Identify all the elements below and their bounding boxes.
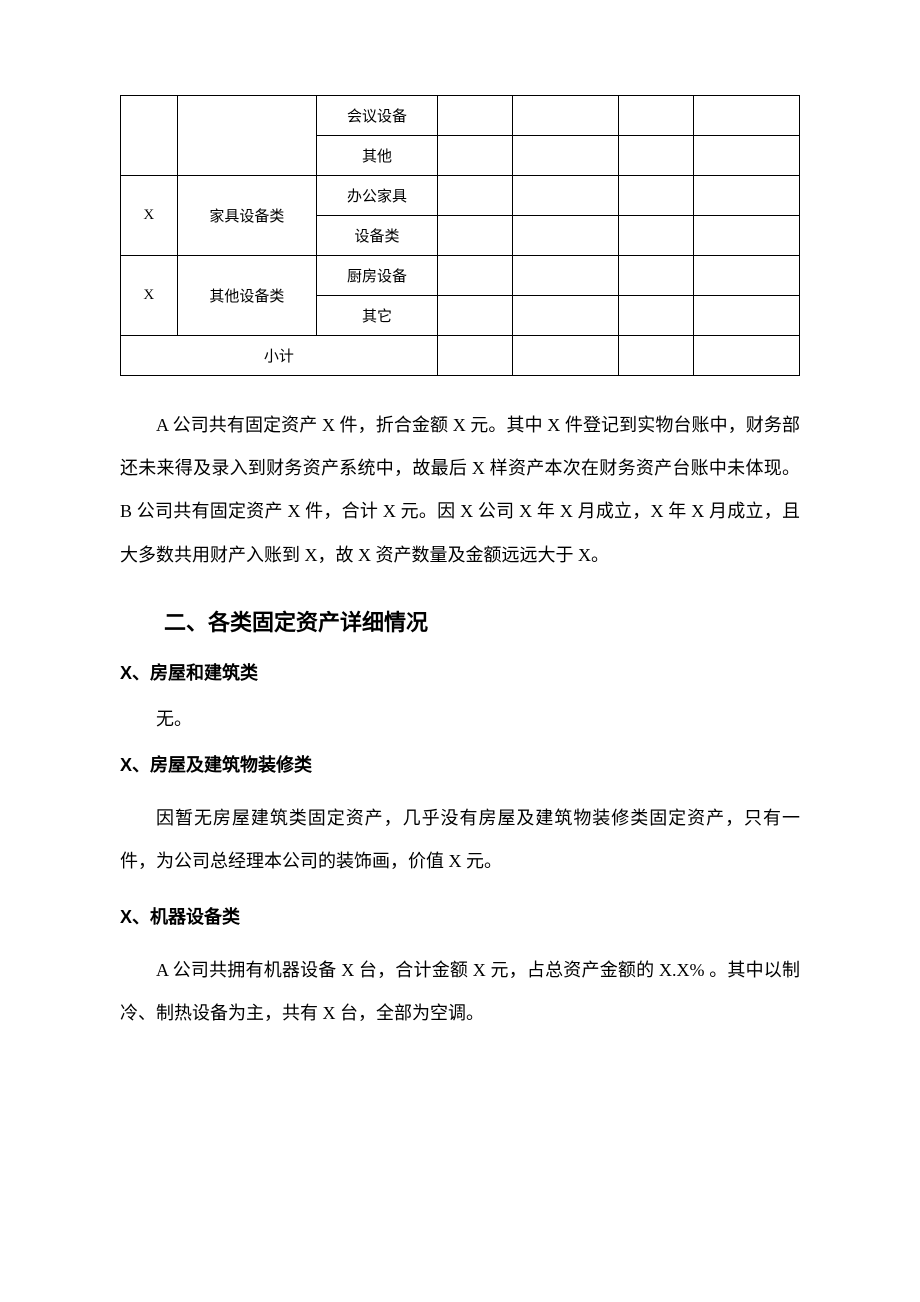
cell-data [694, 176, 800, 216]
subheading-3: X、机器设备类 [120, 903, 800, 929]
paragraph-1: A 公司共有固定资产 X 件，折合金额 X 元。其中 X 件登记到实物台账中，财… [120, 404, 800, 577]
cell-data [618, 216, 693, 256]
heading-section-2: 二、各类固定资产详细情况 [120, 605, 800, 637]
asset-table: 会议设备 其他 X 家具设备类 办公家具 设备类 X 其他设备类 厨房设备 [120, 95, 800, 376]
subheading-2: X、房屋及建筑物装修类 [120, 751, 800, 777]
subheading-1: X、房屋和建筑类 [120, 659, 800, 685]
cell-category: 家具设备类 [177, 176, 317, 256]
paragraph-section-1: 无。 [120, 705, 800, 731]
cell-data [694, 216, 800, 256]
cell-data [437, 296, 512, 336]
cell-data [513, 336, 619, 376]
table-subtotal-row: 小计 [121, 336, 800, 376]
cell-data [694, 296, 800, 336]
cell-data [513, 296, 619, 336]
cell-subtotal: 小计 [121, 336, 438, 376]
cell-data [513, 216, 619, 256]
cell-subcategory: 设备类 [317, 216, 438, 256]
cell-subcategory: 会议设备 [317, 96, 438, 136]
cell-data [513, 136, 619, 176]
cell-data [513, 176, 619, 216]
cell-data [437, 176, 512, 216]
cell-data [694, 96, 800, 136]
cell-data [694, 256, 800, 296]
cell-category [177, 96, 317, 176]
cell-index: X [121, 176, 178, 256]
cell-subcategory: 其他 [317, 136, 438, 176]
cell-index [121, 96, 178, 176]
cell-data [618, 336, 693, 376]
cell-data [513, 256, 619, 296]
cell-data [437, 96, 512, 136]
cell-data [618, 136, 693, 176]
cell-data [437, 336, 512, 376]
cell-data [618, 176, 693, 216]
table-row: X 其他设备类 厨房设备 [121, 256, 800, 296]
cell-data [694, 336, 800, 376]
cell-subcategory: 其它 [317, 296, 438, 336]
cell-subcategory: 厨房设备 [317, 256, 438, 296]
cell-data [513, 96, 619, 136]
cell-subcategory: 办公家具 [317, 176, 438, 216]
cell-data [437, 136, 512, 176]
table-row: X 家具设备类 办公家具 [121, 176, 800, 216]
paragraph-section-3: A 公司共拥有机器设备 X 台，合计金额 X 元，占总资产金额的 X.X% 。其… [120, 949, 800, 1035]
cell-data [437, 216, 512, 256]
cell-data [694, 136, 800, 176]
cell-index: X [121, 256, 178, 336]
cell-category: 其他设备类 [177, 256, 317, 336]
cell-data [618, 256, 693, 296]
cell-data [437, 256, 512, 296]
cell-data [618, 96, 693, 136]
paragraph-section-2: 因暂无房屋建筑类固定资产，几乎没有房屋及建筑物装修类固定资产，只有一件，为公司总… [120, 797, 800, 883]
table-row: 会议设备 [121, 96, 800, 136]
cell-data [618, 296, 693, 336]
